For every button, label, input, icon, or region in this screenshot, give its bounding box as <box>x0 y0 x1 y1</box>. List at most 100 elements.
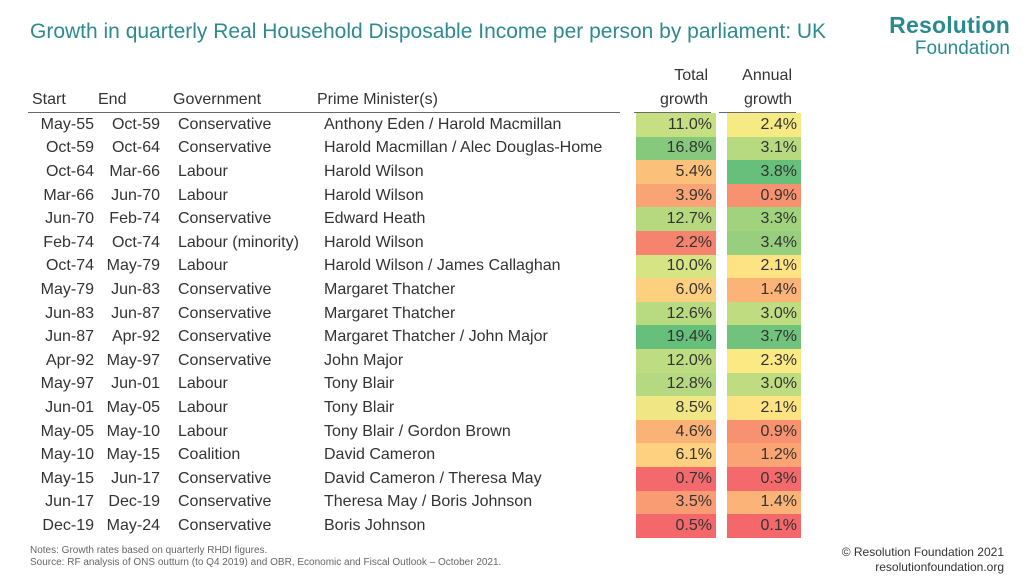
prime-minister-cell: Harold Wilson / James Callaghan <box>324 257 561 275</box>
gap <box>716 302 727 326</box>
start-cell: Dec-19 <box>42 516 94 534</box>
government-cell: Labour <box>178 422 228 440</box>
annual-growth-cell: 2.1% <box>727 254 801 279</box>
gap <box>716 184 727 208</box>
gap <box>716 349 727 373</box>
government-cell: Conservative <box>178 280 272 298</box>
table-row: Oct-74 May-79 Labour Harold Wilson / James … <box>28 254 801 279</box>
table-row: Jun-70 Feb-74 Conservative Edward Heath 12.7… <box>28 207 801 231</box>
gap <box>716 467 727 491</box>
table-row: Oct-59 Oct-64 Conservative Harold Macmillan… <box>28 136 801 161</box>
annual-growth-cell: 1.2% <box>727 443 801 467</box>
header-annual-bottom: growth <box>743 91 792 108</box>
header-divider-annual <box>719 112 796 113</box>
start-cell: May-15 <box>40 469 94 487</box>
table-row: Jun-01 May-05 Labour Tony Blair 8.5% 2.1% <box>28 396 801 420</box>
source-line: Source: RF analysis of ONS outturn (to Q… <box>30 557 502 568</box>
end-cell: Jun-87 <box>111 304 160 322</box>
header-divider-total <box>634 112 711 113</box>
start-cell: Jun-01 <box>45 398 94 416</box>
spacer <box>624 467 636 491</box>
annual-growth-cell: 3.0% <box>727 301 801 326</box>
end-cell: Oct-74 <box>111 233 160 251</box>
prime-minister-cell: Harold Wilson <box>324 162 424 180</box>
end-cell: Jun-70 <box>111 186 160 204</box>
end-cell: May-97 <box>106 351 160 369</box>
table-row: May-79 Jun-83 Conservative Margaret Thatche… <box>28 278 801 302</box>
prime-minister-cell: David Cameron <box>324 446 436 464</box>
table-row: Jun-83 Jun-87 Conservative Margaret Thatche… <box>28 301 801 326</box>
spacer <box>624 349 636 373</box>
annual-growth-cell: 3.8% <box>727 160 801 184</box>
spacer <box>624 491 636 515</box>
gap <box>716 443 727 467</box>
total-growth-cell: 2.2% <box>636 230 716 255</box>
end-cell: May-79 <box>106 257 160 275</box>
header-divider <box>28 112 620 113</box>
spacer <box>624 373 636 397</box>
end-cell: Feb-74 <box>109 210 160 228</box>
start-cell: Feb-74 <box>43 233 94 251</box>
government-cell: Conservative <box>178 304 272 322</box>
table-row: May-15 Jun-17 Conservative David Cameron / … <box>28 466 801 491</box>
government-cell: Conservative <box>178 493 272 511</box>
header-total-bottom: growth <box>659 91 708 108</box>
chart-title: Growth in quarterly Real Household Dispo… <box>30 20 827 43</box>
prime-minister-cell: Tony Blair <box>324 375 395 393</box>
end-cell: Jun-17 <box>111 469 160 487</box>
prime-minister-cell: Margaret Thatcher / John Major <box>324 328 548 346</box>
start-cell: Jun-17 <box>45 493 94 511</box>
gap <box>716 278 727 302</box>
government-cell: Labour <box>178 257 228 275</box>
total-growth-cell: 12.6% <box>636 301 716 326</box>
end-cell: Oct-64 <box>111 139 160 157</box>
prime-minister-cell: John Major <box>324 351 404 369</box>
spacer <box>624 255 636 279</box>
prime-minister-cell: Harold Wilson <box>324 186 424 204</box>
table-row: Jun-87 Apr-92 Conservative Margaret Thatche… <box>28 325 801 349</box>
government-cell: Conservative <box>178 469 272 487</box>
government-cell: Labour <box>178 375 228 393</box>
notes: Notes: Growth rates based on quarterly R… <box>30 545 501 569</box>
annual-growth-cell: 2.1% <box>727 396 801 420</box>
website-line: resolutionfoundation.org <box>875 560 1004 574</box>
total-growth-cell: 3.5% <box>636 490 716 515</box>
start-cell: May-79 <box>40 280 94 298</box>
total-growth-cell: 12.8% <box>636 372 716 397</box>
government-cell: Conservative <box>178 516 272 534</box>
end-cell: Oct-59 <box>111 115 160 133</box>
gap <box>716 160 727 184</box>
prime-minister-cell: Edward Heath <box>324 210 426 228</box>
government-cell: Conservative <box>178 139 272 157</box>
annual-growth-cell: 1.4% <box>727 490 801 515</box>
notes-line-1: Notes: Growth rates based on quarterly R… <box>30 545 268 556</box>
resolution-foundation-logo: Resolution Foundation <box>889 14 1010 59</box>
spacer <box>624 113 636 137</box>
logo-line-2: Foundation <box>914 38 1010 59</box>
table-row: Apr-92 May-97 Conservative John Major 12.0% 2… <box>28 348 801 373</box>
government-cell: Coalition <box>178 446 241 464</box>
government-cell: Conservative <box>178 210 272 228</box>
end-cell: Mar-66 <box>109 162 160 180</box>
total-growth-cell: 5.4% <box>636 160 716 184</box>
spacer <box>624 420 636 444</box>
prime-minister-cell: David Cameron / Theresa May <box>324 469 542 487</box>
spacer <box>624 325 636 349</box>
gap <box>716 491 727 515</box>
end-cell: Jun-01 <box>111 375 160 393</box>
start-cell: Oct-64 <box>45 162 94 180</box>
prime-minister-cell: Margaret Thatcher <box>324 280 456 298</box>
gap <box>716 420 727 444</box>
table-row: Mar-66 Jun-70 Labour Harold Wilson 3.9% 0.9% <box>28 183 801 208</box>
table-row: May-55 Oct-59 Conservative Anthony Eden / H… <box>28 113 801 137</box>
table-row: May-97 Jun-01 Labour Tony Blair 12.8% 3.0% <box>28 372 801 397</box>
table-row: May-10 May-15 Coalition David Cameron 6.1% 1.… <box>28 443 801 467</box>
start-cell: Jun-87 <box>45 328 94 346</box>
prime-minister-cell: Theresa May / Boris Johnson <box>324 493 533 511</box>
prime-minister-cell: Margaret Thatcher <box>324 304 456 322</box>
government-cell: Conservative <box>178 351 272 369</box>
total-growth-cell: 16.8% <box>636 136 716 161</box>
total-growth-cell: 3.9% <box>636 183 716 208</box>
spacer <box>624 302 636 326</box>
spacer <box>624 231 636 255</box>
